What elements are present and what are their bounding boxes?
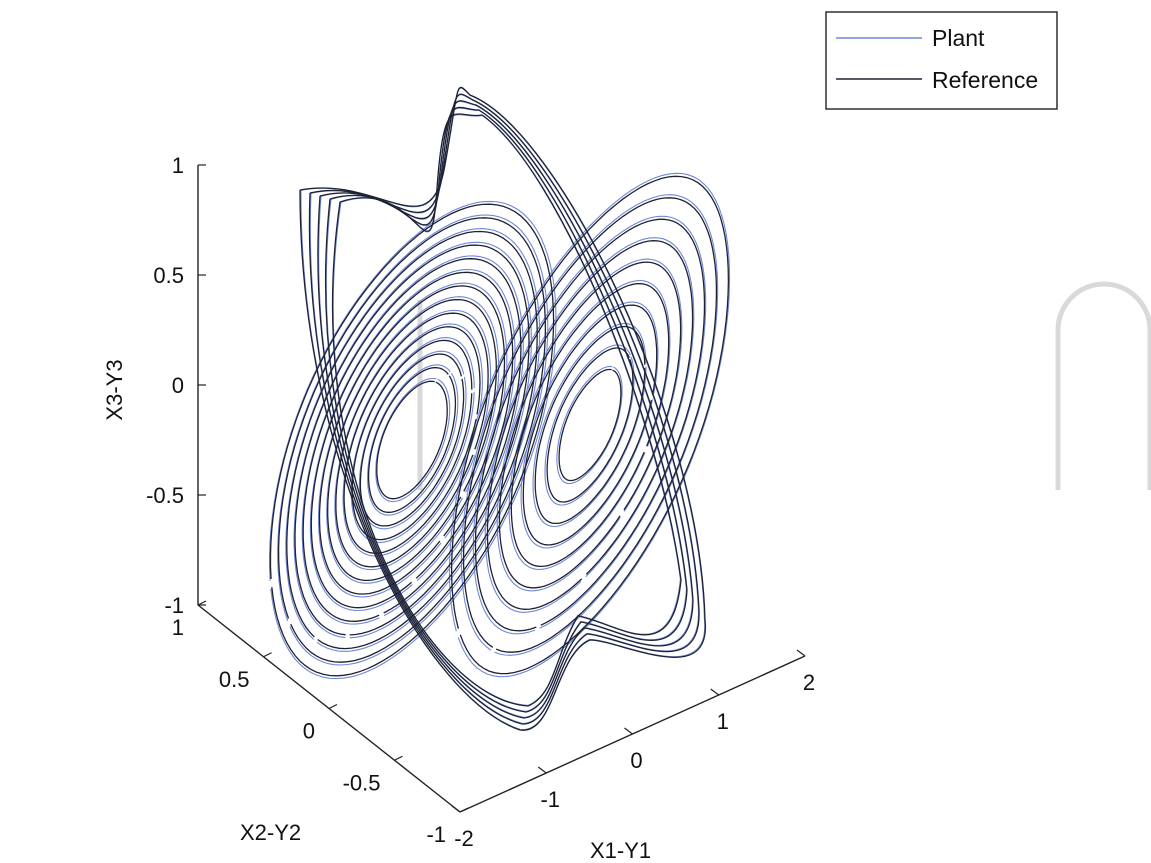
trajectory-segment [277,214,549,666]
y-tick [197,600,207,606]
trajectory-segment [472,215,707,635]
trajectory-segment [484,237,695,613]
trajectory-segment [310,271,514,609]
z-tick-label: 0 [172,373,184,398]
trajectory-segment [367,364,459,516]
trajectory-segment [376,380,448,500]
trajectory-segment [277,217,547,663]
watermark [417,281,1151,490]
trajectory-segment [294,244,530,636]
z-tick-label: -1 [164,593,184,618]
y-tick-label: 0.5 [219,667,250,692]
trajectory-segment [544,344,635,506]
trajectory-segment [268,200,557,680]
x-tick [537,766,547,774]
trajectory-segment [474,218,706,632]
trajectory-segment [496,258,683,592]
trajectory-segment [302,258,522,622]
legend-label-reference: Reference [932,67,1038,93]
z-tick-label: 0.5 [153,263,184,288]
trajectory-segment [546,347,634,503]
x-tick [624,727,633,735]
trajectory-segment [269,203,555,677]
trajectory-segment [318,285,506,595]
z-tick-label: 1 [172,153,184,178]
trajectory-segment [448,172,731,678]
x-tick-label: 2 [803,670,815,695]
y-tick [263,652,272,658]
trajectory-segment [318,100,693,718]
trajectory-segment [358,350,467,530]
tick-marks [197,164,806,813]
legend-label-plant: Plant [932,25,985,51]
trajectory-segment [460,194,719,656]
x-axis-title: X1-Y1 [590,838,651,863]
trajectory-segment [334,309,492,571]
series-reference [269,86,730,731]
x-tick [796,649,806,657]
y-tick [328,703,338,710]
trajectory-segment [367,367,457,513]
trajectory-segment [293,241,532,639]
trajectory-segment [359,353,465,527]
trajectory-segment [285,228,541,652]
y-tick-label: -1 [426,822,446,847]
trajectory-segment [299,86,706,731]
x-tick [710,688,720,696]
trajectory-segment [498,261,682,589]
z-tick-label: -0.5 [146,483,184,508]
trajectory-segment [450,175,730,675]
trajectory-segment [317,100,694,719]
trajectory-segment [335,312,489,568]
y-axis-title: X2-Y2 [240,820,301,845]
y-tick-label: 0 [303,719,315,744]
legend: Plant Reference [825,11,1058,110]
trajectory-segment [534,325,646,525]
trajectory-segment [308,93,700,725]
x-tick-label: 1 [717,709,729,734]
x-tick-label: -2 [454,826,474,851]
y-tick-label: 1 [172,615,184,640]
x-tick-label: -1 [540,787,560,812]
x-tick-label: 0 [630,748,642,773]
trajectory-segment [326,296,500,584]
trajectory-segment [556,365,623,485]
trajectory-segment [558,368,622,482]
trajectory-segment [286,230,538,650]
trajectory-segment [508,280,671,570]
trajectory-segment [375,377,451,503]
trajectory-segment [522,304,658,546]
trajectory-segment [510,283,670,568]
trajectory-segment [331,113,682,707]
trajectory-segment [486,240,694,610]
z-axis-title: X3-Y3 [102,359,127,420]
trajectory-segment [325,106,688,713]
y-tick [394,755,403,761]
trajectory-segment [327,298,497,582]
trajectory-segment [520,301,659,549]
trajectory-segment [532,322,647,528]
y-tick-label: -0.5 [343,770,381,795]
trajectory-segment [351,339,473,541]
y-tick [459,807,469,813]
trajectory-segment [343,326,481,554]
trajectory-segment [318,282,508,598]
trajectory-segment [462,197,718,653]
x-tick [451,805,461,813]
legend-box [825,11,1058,110]
